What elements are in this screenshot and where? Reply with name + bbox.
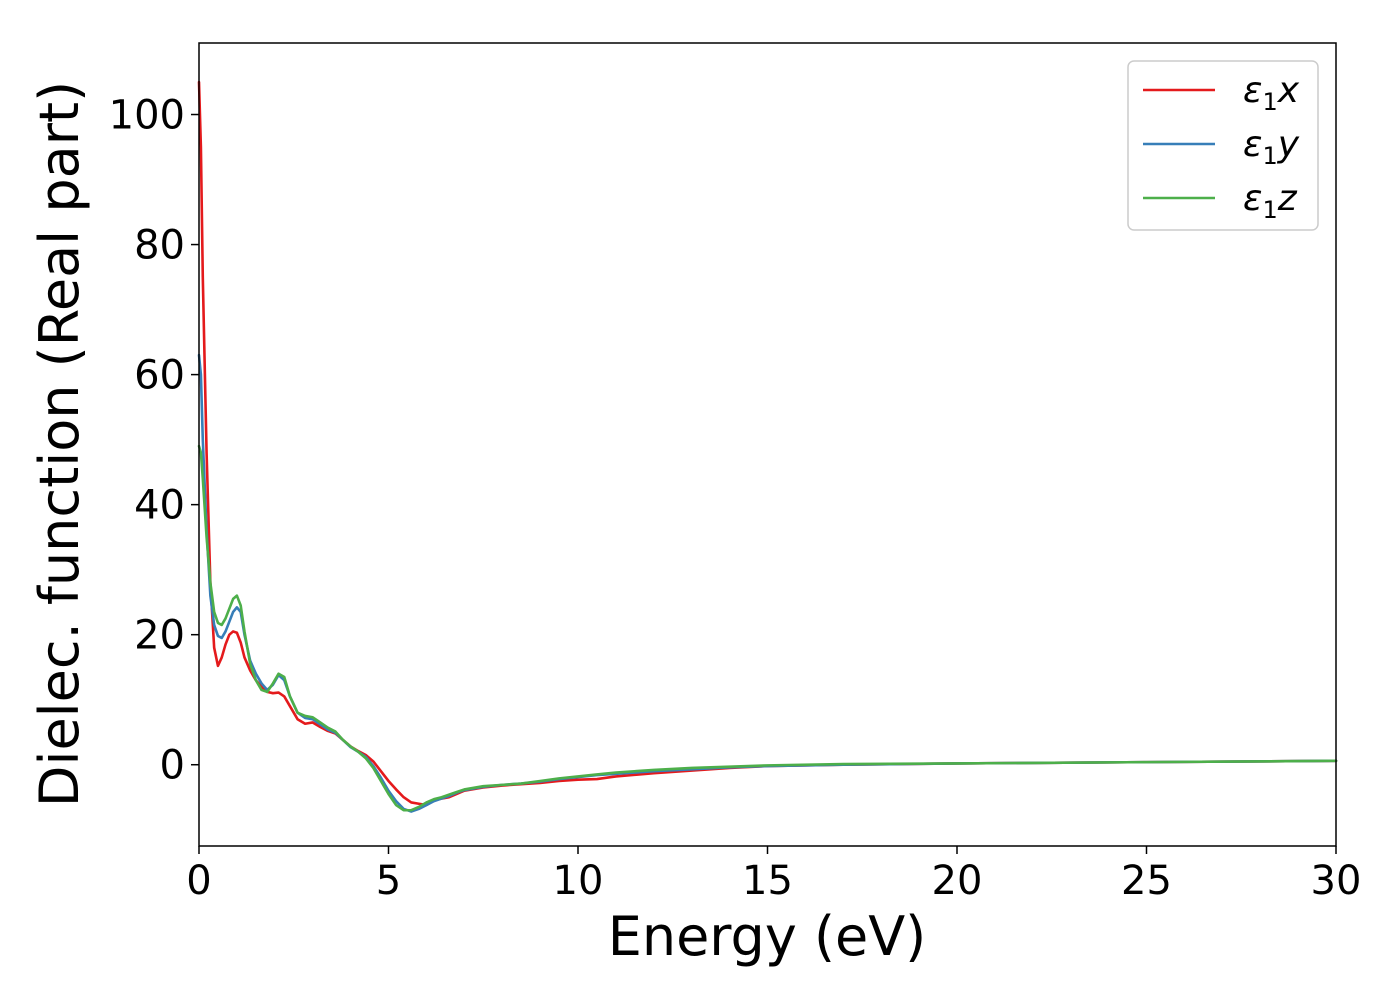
legend-subscript: 1 [1262, 88, 1277, 116]
y-tick-label: 80 [134, 223, 185, 269]
legend-symbol: ε [1243, 178, 1262, 219]
y-axis-label: Dielec. function (Real part) [28, 81, 91, 807]
x-tick-label: 10 [553, 858, 604, 904]
legend-subscript: 1 [1262, 196, 1277, 224]
legend-symbol: ε [1243, 70, 1262, 111]
series-line-z [197, 444, 1338, 812]
x-tick-label: 20 [932, 858, 983, 904]
legend-label-y: ε1y [1243, 124, 1300, 170]
legend-label-x: ε1x [1243, 70, 1300, 116]
y-axis-ticks: 0 20 40 60 80 100 [109, 93, 199, 789]
legend-symbol: ε [1243, 124, 1262, 165]
x-tick-label: 15 [742, 858, 793, 904]
x-axis-label: Energy (eV) [608, 905, 927, 968]
legend-label-z: ε1z [1243, 178, 1298, 224]
y-tick-label: 20 [134, 613, 185, 659]
legend-variable: y [1277, 124, 1300, 165]
legend-variable: x [1277, 70, 1300, 111]
x-tick-label: 0 [186, 858, 211, 904]
x-tick-label: 5 [376, 858, 401, 904]
x-axis-ticks: 0 5 10 15 20 25 30 [186, 846, 1361, 904]
series-layer [197, 80, 1338, 813]
legend-box [1127, 60, 1319, 231]
legend-variable: z [1277, 178, 1298, 219]
y-tick-label: 60 [134, 353, 185, 399]
y-tick-label: 40 [134, 483, 185, 529]
x-tick-label: 30 [1311, 858, 1362, 904]
legend-subscript: 1 [1262, 142, 1277, 170]
y-tick-label: 100 [109, 93, 185, 139]
y-tick-label: 0 [160, 743, 185, 789]
x-tick-label: 25 [1121, 858, 1172, 904]
